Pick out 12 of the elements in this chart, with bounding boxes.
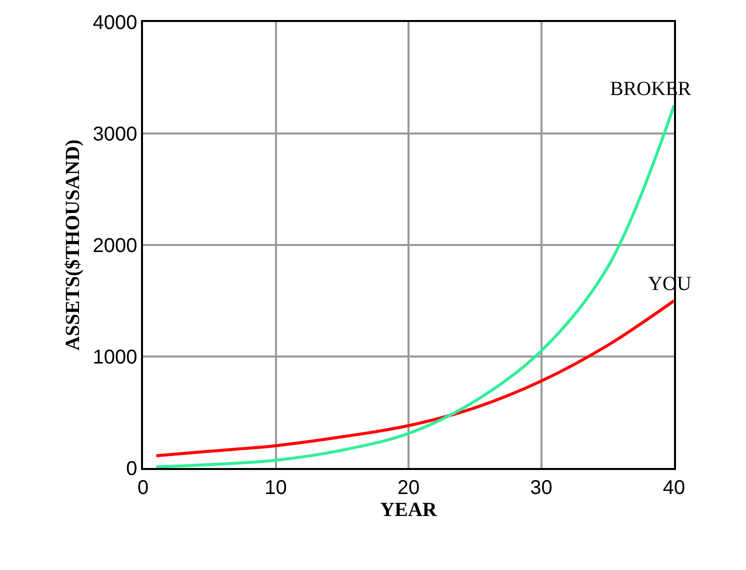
- x-tick-label: 40: [662, 476, 686, 499]
- y-tick-label: 3000: [92, 124, 138, 146]
- line-series: [154, 299, 674, 458]
- y-axis-title: ASSETS($THOUSAND): [62, 139, 84, 351]
- y-tick-label: 4000: [92, 12, 138, 34]
- y-tick-label: 1000: [92, 346, 138, 368]
- y-tick-label: 0: [126, 458, 138, 480]
- x-tick-label: 10: [264, 476, 287, 499]
- y-tick-label: 2000: [92, 235, 138, 257]
- x-tick-label: 20: [397, 476, 420, 499]
- x-axis-title: YEAR: [380, 498, 438, 521]
- x-tick-label: 30: [530, 476, 552, 499]
